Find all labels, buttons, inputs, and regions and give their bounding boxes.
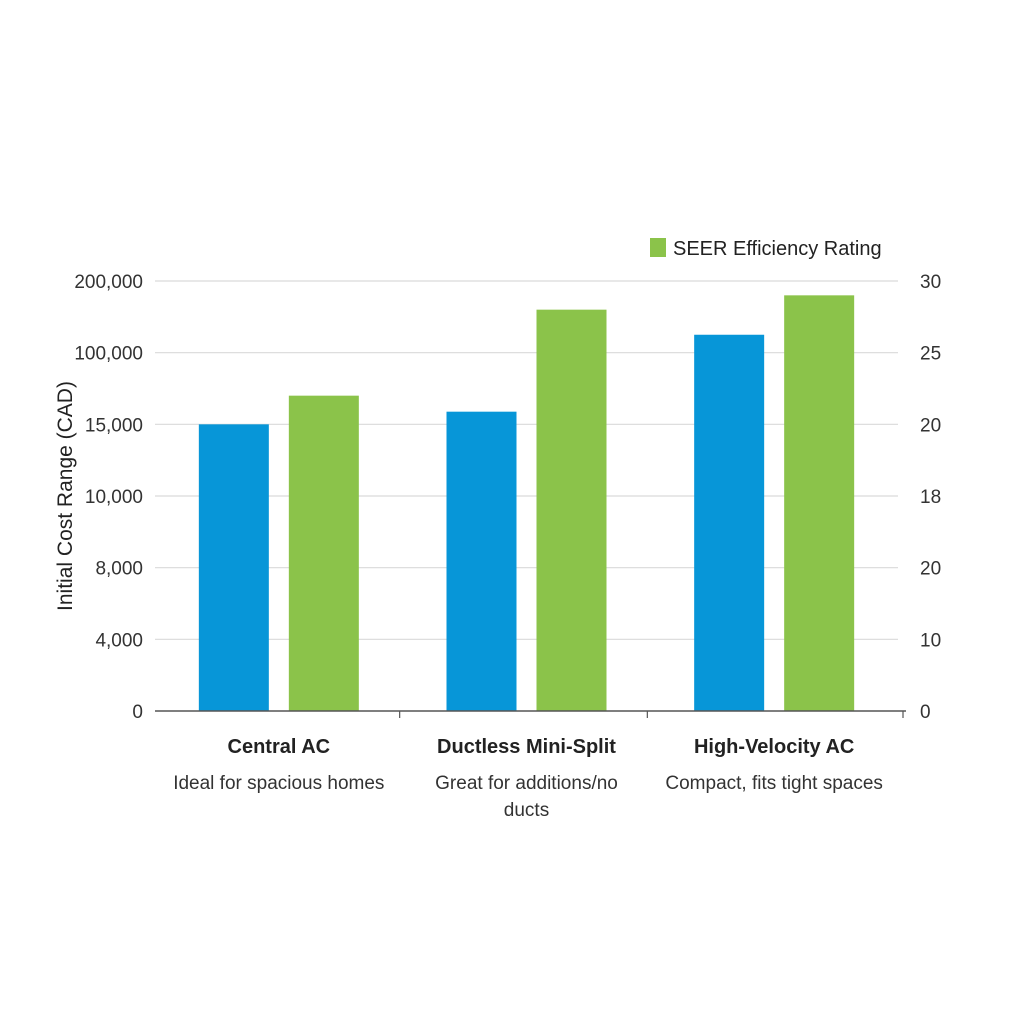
category-label: Ductless Mini-Split — [437, 736, 616, 758]
right-tick-label: 20 — [920, 415, 941, 436]
left-tick-label: 0 — [132, 702, 143, 723]
legend-swatch — [650, 238, 666, 257]
bar-seer — [536, 309, 607, 711]
category-description: Ideal for spacious homes — [173, 773, 384, 794]
category-description: Great for additions/no — [435, 773, 618, 794]
right-tick-label: 10 — [920, 630, 941, 651]
left-tick-label: 100,000 — [74, 344, 143, 365]
bar-cost — [198, 424, 269, 711]
bar-seer — [784, 295, 855, 711]
right-tick-label: 30 — [920, 272, 941, 293]
bar-seer — [288, 395, 359, 711]
left-tick-label: 200,000 — [74, 272, 143, 293]
category-label: High-Velocity AC — [694, 736, 854, 758]
category-description: Compact, fits tight spaces — [665, 773, 883, 794]
bar-cost — [694, 334, 765, 711]
category-description: ducts — [504, 800, 549, 821]
category-label: Central AC — [228, 736, 331, 758]
left-tick-label: 8,000 — [95, 559, 143, 580]
right-tick-label: 20 — [920, 559, 941, 580]
left-tick-label: 4,000 — [95, 630, 143, 651]
right-tick-label: 18 — [920, 487, 941, 508]
left-tick-label: 15,000 — [85, 415, 143, 436]
y-axis-title: Initial Cost Range (CAD) — [54, 381, 77, 611]
bar-cost — [446, 411, 517, 711]
right-tick-label: 0 — [920, 702, 931, 723]
legend-label: SEER Efficiency Rating — [673, 238, 882, 260]
left-tick-label: 10,000 — [85, 487, 143, 508]
right-tick-label: 25 — [920, 344, 941, 365]
